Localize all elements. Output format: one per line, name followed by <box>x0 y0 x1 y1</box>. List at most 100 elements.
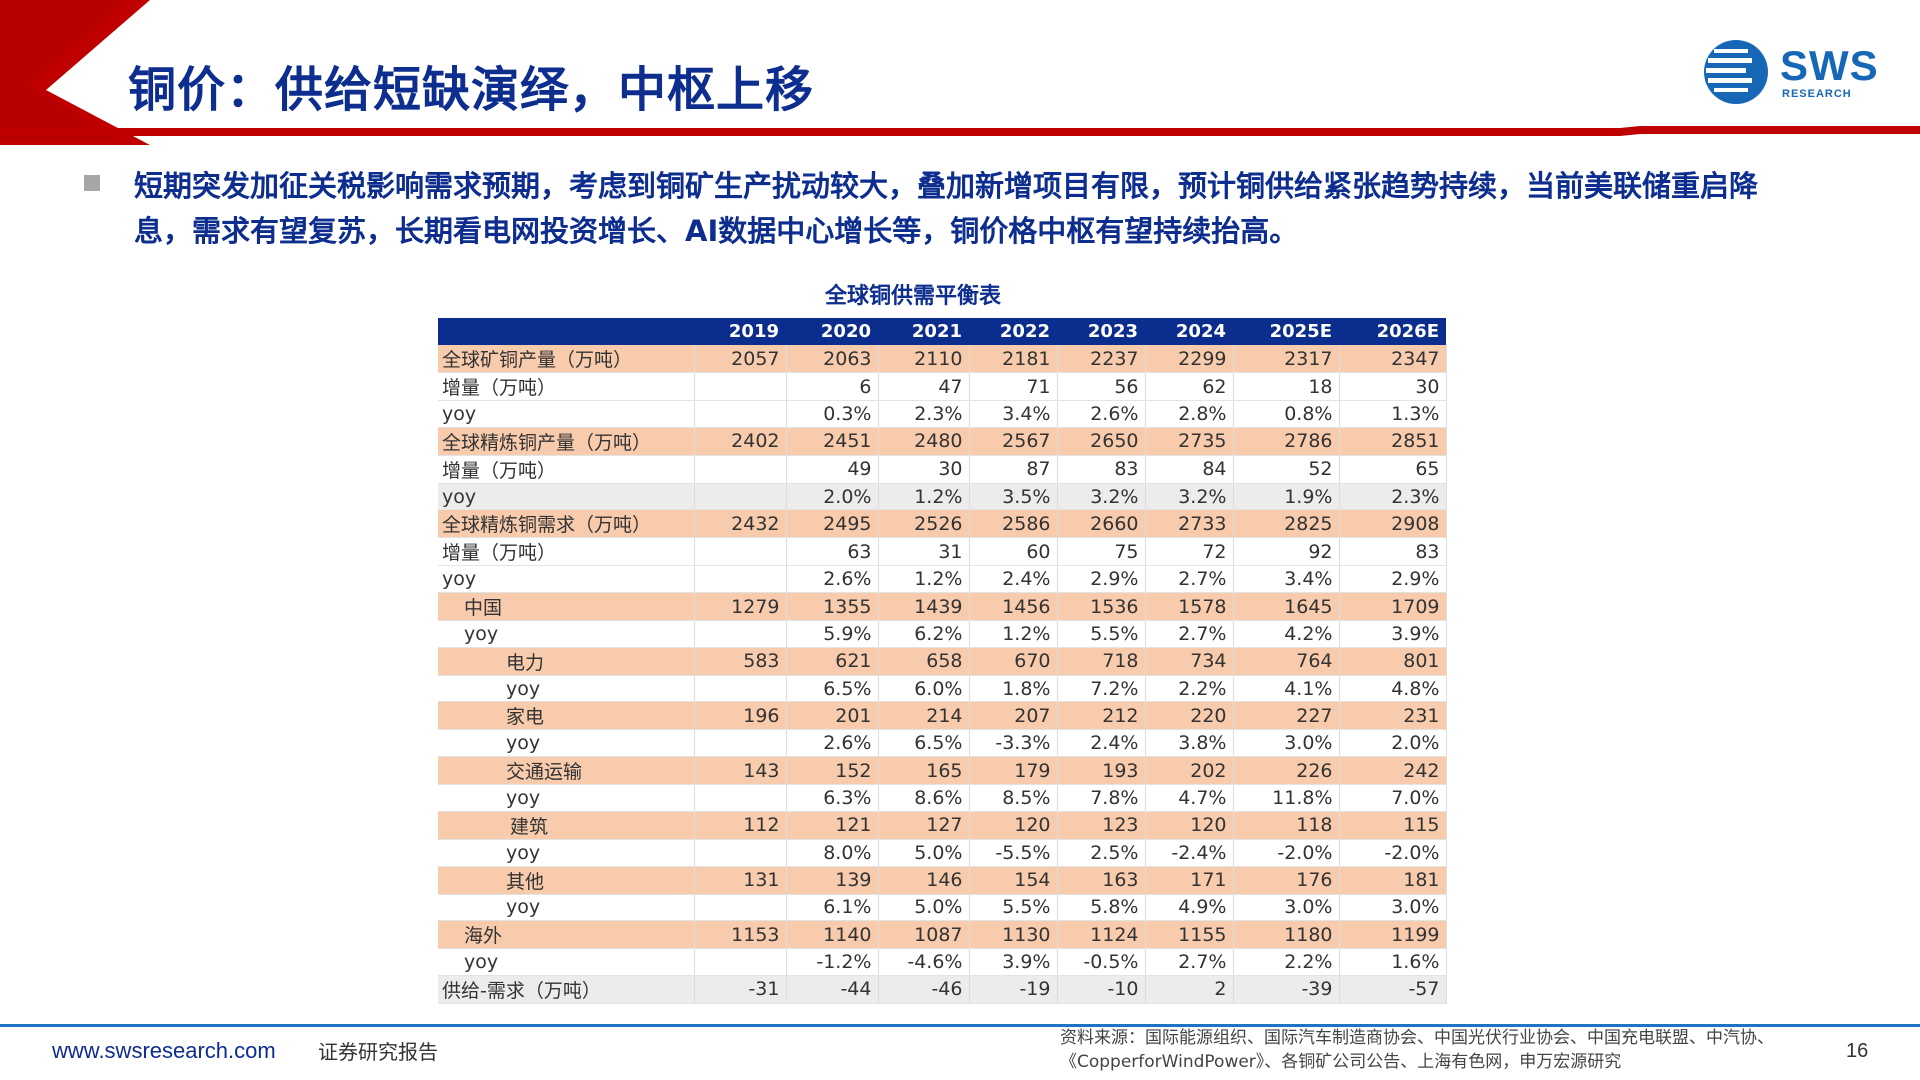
table-cell: 2733 <box>1145 509 1234 539</box>
table-row: 增量（万吨） 63 31 60 75 72 92 83 <box>438 537 1447 567</box>
table-cell: 2735 <box>1145 427 1234 456</box>
table-cell: -57 <box>1339 975 1447 1004</box>
table-cell: 5.0% <box>878 894 970 922</box>
table-cell: 1153 <box>694 920 787 950</box>
table-cell: 6 <box>786 372 879 401</box>
row-label: 电力 <box>438 647 695 676</box>
table-cell <box>694 455 787 484</box>
header-cell: 2021 <box>878 318 969 345</box>
row-label: 其他 <box>438 866 695 895</box>
table-cell: -3.3% <box>969 729 1058 758</box>
table-cell: 121 <box>786 811 879 840</box>
table-cell: 3.2% <box>1057 483 1146 511</box>
table-cell: 123 <box>1057 811 1146 840</box>
supply-demand-table: 2019 2020 2021 2022 2023 2024 2025E 2026… <box>438 318 1447 1004</box>
table-cell: 3.0% <box>1233 729 1340 758</box>
header-cell: 2025E <box>1233 318 1339 345</box>
page-title: 铜价：供给短缺演绎，中枢上移 <box>128 62 815 118</box>
table-cell: 2660 <box>1057 509 1146 539</box>
table-cell: 2.3% <box>878 400 970 428</box>
header-cell: 2020 <box>786 318 878 345</box>
table-cell: 1536 <box>1057 592 1146 622</box>
table-cell: 63 <box>786 537 879 567</box>
table-cell: -4.6% <box>878 948 970 976</box>
table-cell: 718 <box>1057 647 1146 676</box>
table-cell <box>694 839 787 867</box>
table-cell: 201 <box>786 701 879 731</box>
table-cell: 212 <box>1057 701 1146 731</box>
table-cell: 4.9% <box>1145 894 1234 922</box>
table-cell: 6.5% <box>878 729 970 758</box>
table-cell: -39 <box>1233 975 1340 1004</box>
table-cell <box>694 729 787 758</box>
bullet-paragraph: 短期突发加征关税影响需求预期，考虑到铜矿生产扰动较大，叠加新增项目有限，预计铜供… <box>134 169 1759 248</box>
table-cell: 1155 <box>1145 920 1234 950</box>
table-cell: 2.0% <box>1339 729 1447 758</box>
table-row: yoy 6.3% 8.6% 8.5% 7.8% 4.7% 11.8% 7.0% <box>438 784 1447 812</box>
table-cell: 2.2% <box>1145 675 1234 703</box>
table-row: yoy 6.1% 5.0% 5.5% 5.8% 4.9% 3.0% 3.0% <box>438 894 1447 922</box>
table-body: 全球矿铜产量（万吨） 2057 2063 2110 2181 2237 2299 2317 23… <box>438 345 1447 1004</box>
table-row: 交通运输 143 152 165 179 193 202 226 242 <box>438 756 1447 786</box>
table-cell <box>694 537 787 567</box>
table-cell: 2495 <box>786 509 879 539</box>
table-cell <box>694 400 787 428</box>
table-cell: 1.2% <box>878 565 970 594</box>
row-label: 增量（万吨） <box>438 537 695 567</box>
table-cell: 5.9% <box>786 620 879 648</box>
table-cell: 1199 <box>1339 920 1447 950</box>
table-cell: 2237 <box>1057 345 1146 373</box>
table-cell: 231 <box>1339 701 1447 731</box>
table-cell <box>694 784 787 812</box>
table-cell: 734 <box>1145 647 1234 676</box>
table-cell: 165 <box>878 756 970 786</box>
table-row: 中国 1279 1355 1439 1456 1536 1578 1645 1709 <box>438 592 1447 622</box>
table-cell: 49 <box>786 455 879 484</box>
table-cell: 1645 <box>1233 592 1340 622</box>
table-cell: 1140 <box>786 920 879 950</box>
table-cell: -46 <box>878 975 970 1004</box>
row-label: yoy <box>438 565 695 594</box>
table-cell: 75 <box>1057 537 1146 567</box>
table-cell: 4.7% <box>1145 784 1234 812</box>
table-cell: 163 <box>1057 866 1146 895</box>
table-cell: 193 <box>1057 756 1146 786</box>
table-cell: 120 <box>969 811 1058 840</box>
data-source-note: 资料来源：国际能源组织、国际汽车制造商协会、中国光伏行业协会、中国充电联盟、中汽… <box>1060 1028 1774 1072</box>
table-row: 全球精炼铜产量（万吨） 2402 2451 2480 2567 2650 2735 2786 2… <box>438 427 1447 456</box>
table-cell: 214 <box>878 701 970 731</box>
table-cell: 2.6% <box>786 729 879 758</box>
header-cell <box>438 318 694 345</box>
row-label: yoy <box>438 675 695 703</box>
table-cell: 2.7% <box>1145 565 1234 594</box>
table-cell: 2567 <box>969 427 1058 456</box>
row-label: 中国 <box>438 592 695 622</box>
row-label: 海外 <box>438 920 695 950</box>
document-type: 证券研究报告 <box>318 1040 438 1064</box>
table-cell: 2317 <box>1233 345 1340 373</box>
table-cell: 242 <box>1339 756 1447 786</box>
table-cell: 2181 <box>969 345 1058 373</box>
table-cell: 583 <box>694 647 787 676</box>
table-cell: 8.5% <box>969 784 1058 812</box>
row-label: yoy <box>438 948 695 976</box>
table-cell: 7.0% <box>1339 784 1447 812</box>
table-cell: 6.3% <box>786 784 879 812</box>
website-link[interactable]: www.swsresearch.com <box>52 1038 276 1063</box>
table-row: 建筑 112 121 127 120 123 120 118 115 <box>438 811 1447 840</box>
table-cell: 2851 <box>1339 427 1447 456</box>
table-cell: 2480 <box>878 427 970 456</box>
table-cell: -1.2% <box>786 948 879 976</box>
table-cell: 1.6% <box>1339 948 1447 976</box>
table-row: yoy 5.9% 6.2% 1.2% 5.5% 2.7% 4.2% 3.9% <box>438 620 1447 648</box>
table-cell: 179 <box>969 756 1058 786</box>
table-cell: 8.0% <box>786 839 879 867</box>
title-underline <box>0 126 1920 136</box>
table-cell: 2402 <box>694 427 787 456</box>
table-row: yoy -1.2% -4.6% 3.9% -0.5% 2.7% 2.2% 1.6% <box>438 948 1447 976</box>
sws-logo: SWS RESEARCH <box>1700 36 1890 106</box>
table-cell: 3.9% <box>969 948 1058 976</box>
header-cell: 2022 <box>969 318 1057 345</box>
table-cell: 1709 <box>1339 592 1447 622</box>
table-cell: 3.8% <box>1145 729 1234 758</box>
